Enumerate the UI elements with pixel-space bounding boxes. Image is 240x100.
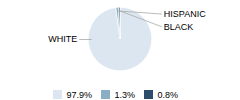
svg-text:HISPANIC: HISPANIC: [164, 9, 206, 19]
svg-text:BLACK: BLACK: [164, 22, 194, 32]
html-text:1.3%: 1.3%: [114, 89, 135, 100]
html-text:0.8%: 0.8%: [157, 89, 178, 100]
html-text:97.9%: 97.9%: [66, 89, 92, 100]
svg-text:WHITE: WHITE: [48, 34, 77, 44]
